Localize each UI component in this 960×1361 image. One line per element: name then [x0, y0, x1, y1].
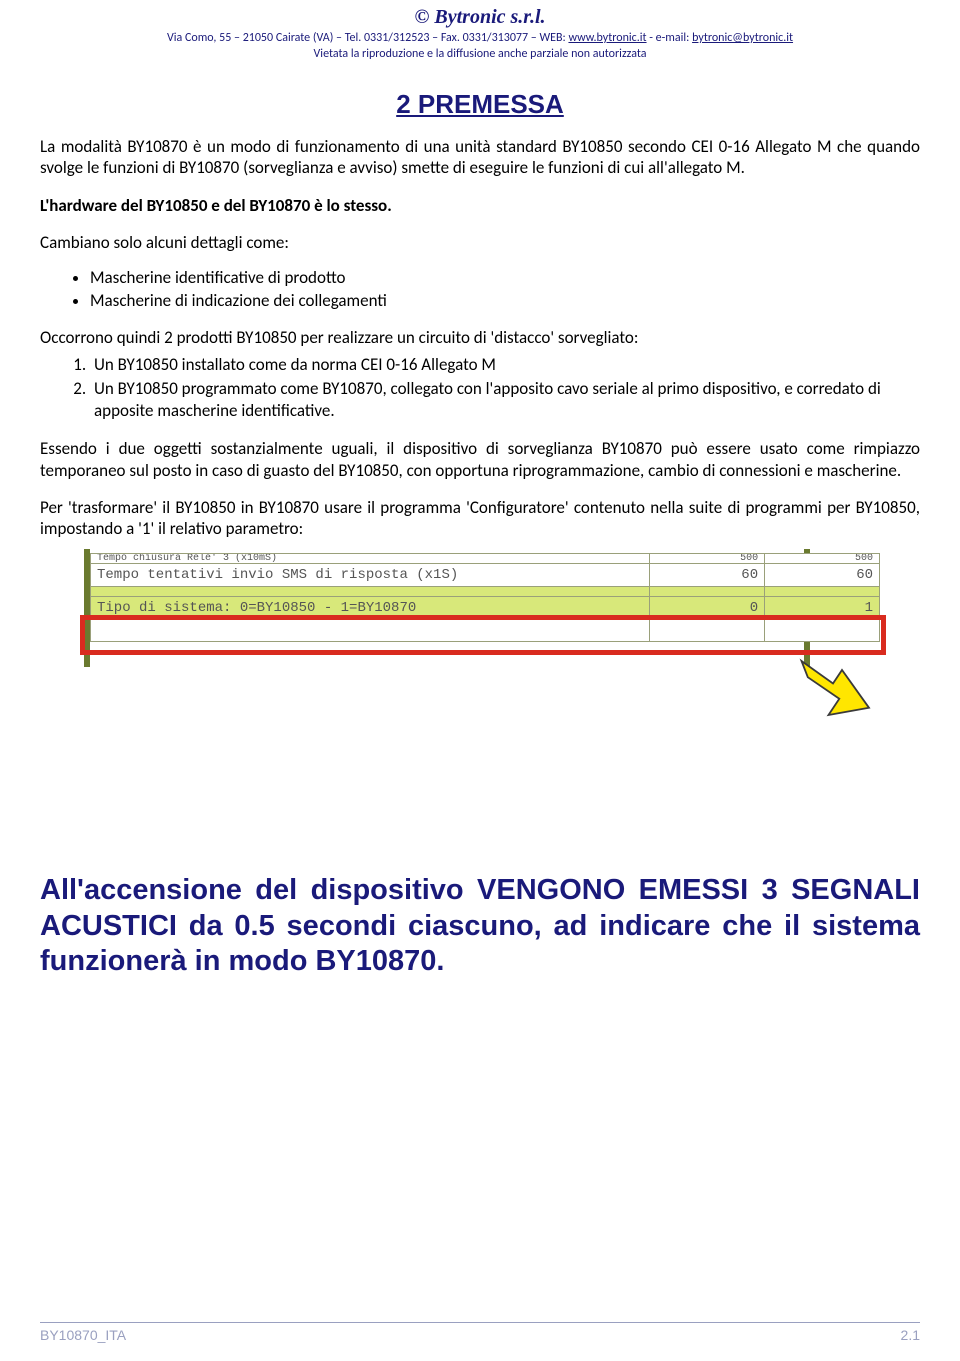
- callout-arrow-icon: [781, 643, 876, 733]
- paragraph-2: L'hardware del BY10850 e del BY10870 è l…: [40, 195, 920, 216]
- list-item: Un BY10850 installato come da norma CEI …: [90, 354, 920, 376]
- config-param-label: Tempo chiusura Rele' 3 (x10mS): [91, 554, 650, 564]
- table-row: Tipo di sistema: 0=BY10850 - 1=BY1087001: [91, 597, 880, 620]
- config-param-value: [765, 587, 880, 597]
- config-param-label: [91, 587, 650, 597]
- table-row: [91, 620, 880, 642]
- section-title: 2 PREMESSA: [40, 89, 920, 120]
- config-param-label: Tempo tentativi invio SMS di risposta (x…: [91, 564, 650, 587]
- address-line: Via Como, 55 – 21050 Cairate (VA) – Tel.…: [40, 31, 920, 45]
- config-param-value: [650, 587, 765, 597]
- startup-notice: All'accensione del dispositivo VENGONO E…: [40, 873, 920, 979]
- email-link[interactable]: bytronic@bytronic.it: [692, 31, 793, 45]
- copyright-line: Vietata la riproduzione e la diffusione …: [40, 47, 920, 61]
- table-row: Tempo chiusura Rele' 3 (x10mS)500500: [91, 554, 880, 564]
- web-link[interactable]: www.bytronic.it: [568, 31, 646, 45]
- footer-page-num: 2.1: [901, 1327, 920, 1343]
- company-name: © Bytronic s.r.l.: [40, 6, 920, 29]
- page-footer: BY10870_ITA 2.1: [40, 1322, 920, 1343]
- config-param-label: [91, 620, 650, 642]
- page-header: © Bytronic s.r.l. Via Como, 55 – 21050 C…: [40, 0, 920, 61]
- config-param-value: 60: [650, 564, 765, 587]
- config-screenshot: Tempo chiusura Rele' 3 (x10mS)500500Temp…: [40, 553, 920, 753]
- footer-doc-id: BY10870_ITA: [40, 1327, 126, 1343]
- paragraph-1: La modalità BY10870 è un modo di funzion…: [40, 136, 920, 179]
- config-param-value: 500: [765, 554, 880, 564]
- list-item: Un BY10850 programmato come BY10870, col…: [90, 378, 920, 422]
- paragraph-5: Essendo i due oggetti sostanzialmente ug…: [40, 438, 920, 481]
- config-param-value: 60: [765, 564, 880, 587]
- table-row: [91, 587, 880, 597]
- list-item: Mascherine di indicazione dei collegamen…: [90, 290, 920, 313]
- paragraph-3: Cambiano solo alcuni dettagli come:: [40, 232, 920, 253]
- config-param-label: Tipo di sistema: 0=BY10850 - 1=BY10870: [91, 597, 650, 620]
- config-table: Tempo chiusura Rele' 3 (x10mS)500500Temp…: [90, 553, 880, 642]
- paragraph-6: Per 'trasformare' il BY10850 in BY10870 …: [40, 497, 920, 540]
- list-item: Mascherine identificative di prodotto: [90, 267, 920, 290]
- config-param-value: [765, 620, 880, 642]
- table-row: Tempo tentativi invio SMS di risposta (x…: [91, 564, 880, 587]
- email-prefix: - e-mail:: [647, 31, 693, 45]
- address-text: Via Como, 55 – 21050 Cairate (VA) – Tel.…: [167, 31, 568, 45]
- config-param-value: 1: [765, 597, 880, 620]
- config-param-value: 0: [650, 597, 765, 620]
- bullet-list: Mascherine identificative di prodotto Ma…: [90, 267, 920, 313]
- numbered-list: Un BY10850 installato come da norma CEI …: [90, 354, 920, 422]
- config-param-value: [650, 620, 765, 642]
- paragraph-4: Occorrono quindi 2 prodotti BY10850 per …: [40, 327, 920, 348]
- config-param-value: 500: [650, 554, 765, 564]
